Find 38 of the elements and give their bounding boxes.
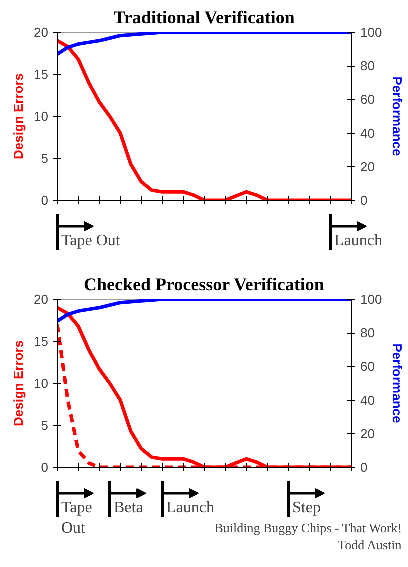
y-tick-label: 0 xyxy=(41,460,49,475)
y2-axis-title: Performance xyxy=(390,344,406,424)
y-tick-label: 20 xyxy=(34,292,49,307)
text: Step xyxy=(292,500,321,516)
y2-tick-label: 40 xyxy=(360,126,375,141)
y2-tick-label: 80 xyxy=(360,326,375,341)
y2-tick-label: 0 xyxy=(360,193,368,208)
text: Beta xyxy=(114,500,144,516)
text: Tape Out xyxy=(62,500,92,537)
y2-tick-label: 100 xyxy=(360,25,382,40)
line-series xyxy=(58,32,352,56)
y2-tick-label: 0 xyxy=(360,460,368,475)
y2-tick-label: 20 xyxy=(360,159,375,174)
y2-tick-label: 40 xyxy=(360,392,375,408)
y-tick-label: 20 xyxy=(34,25,49,40)
y-axis-title: Design Errors xyxy=(11,74,26,160)
y-tick-label: 0 xyxy=(41,193,49,208)
text: Todd Austin xyxy=(338,538,402,552)
y-tick-label: 15 xyxy=(34,67,49,82)
y2-tick-label: 20 xyxy=(360,426,375,442)
y2-tick-label: 80 xyxy=(360,58,375,74)
chart-title: Traditional Verification xyxy=(114,8,295,28)
text: Launch xyxy=(334,232,382,250)
text: Launch xyxy=(166,500,214,516)
y2-tick-label: 60 xyxy=(360,359,375,374)
y-tick-label: 5 xyxy=(41,418,49,433)
y2-tick-label: 100 xyxy=(360,292,382,307)
y-tick-label: 15 xyxy=(34,334,49,349)
text: Tape Out xyxy=(62,232,121,250)
y-axis-title: Design Errors xyxy=(11,340,26,426)
y-tick-label: 10 xyxy=(34,109,49,124)
line-series xyxy=(58,300,352,324)
y-tick-label: 5 xyxy=(41,151,49,166)
y2-tick-label: 60 xyxy=(360,92,375,108)
y2-axis-title: Performance xyxy=(390,76,406,156)
chart-title: Checked Processor Verification xyxy=(84,274,324,294)
text: Building Buggy Chips - That Work! xyxy=(214,520,402,536)
y-tick-label: 10 xyxy=(34,376,49,391)
